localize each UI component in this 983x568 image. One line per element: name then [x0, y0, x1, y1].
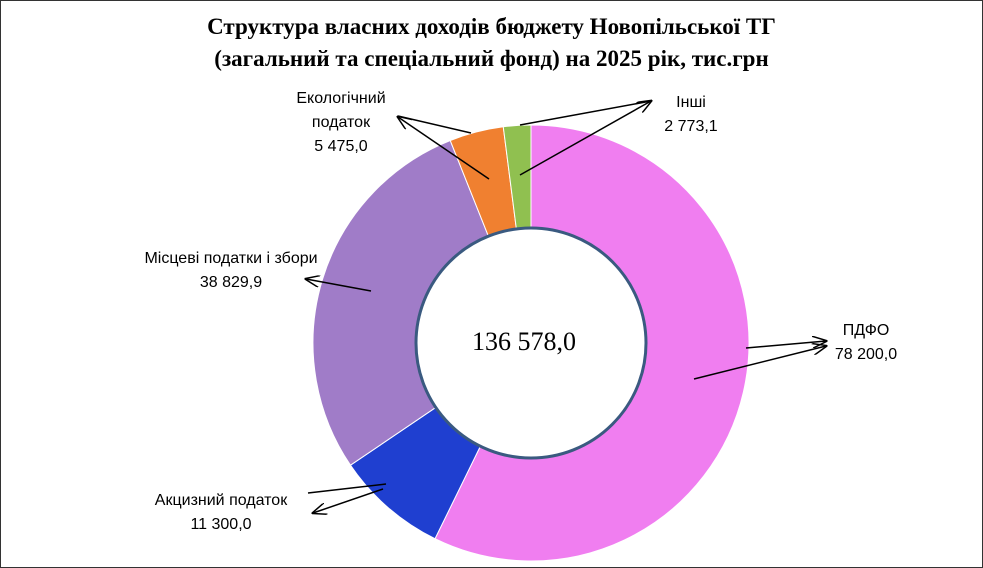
value-label: 11 300,0 — [190, 516, 252, 533]
chart-title: Структура власних доходів бюджету Новопі… — [207, 14, 776, 71]
category-label: Екологічний податок — [296, 90, 386, 131]
category-label: ПДФО — [842, 322, 890, 339]
slice-label: Екологічний податок 5 475,0 — [286, 87, 396, 159]
category-label: Місцеві податки і збори — [144, 250, 318, 267]
slice-label: Інші 2 773,1 — [651, 91, 731, 139]
total-label: 136 578,0 — [472, 327, 576, 356]
slice-label: Акцизний податок 11 300,0 — [121, 489, 321, 537]
value-label: 38 829,9 — [199, 274, 263, 291]
value-label: 2 773,1 — [664, 118, 718, 135]
value-label: 78 200,0 — [834, 346, 898, 363]
category-label: Інші — [676, 94, 706, 111]
slice-label: Місцеві податки і збори 38 829,9 — [144, 247, 319, 295]
category-label: Акцизний податок — [154, 492, 288, 509]
leader-lines — [306, 101, 826, 513]
donut-hole — [414, 226, 648, 460]
slice-label: ПДФО 78 200,0 — [806, 319, 926, 367]
value-label: 5 475,0 — [314, 138, 368, 155]
